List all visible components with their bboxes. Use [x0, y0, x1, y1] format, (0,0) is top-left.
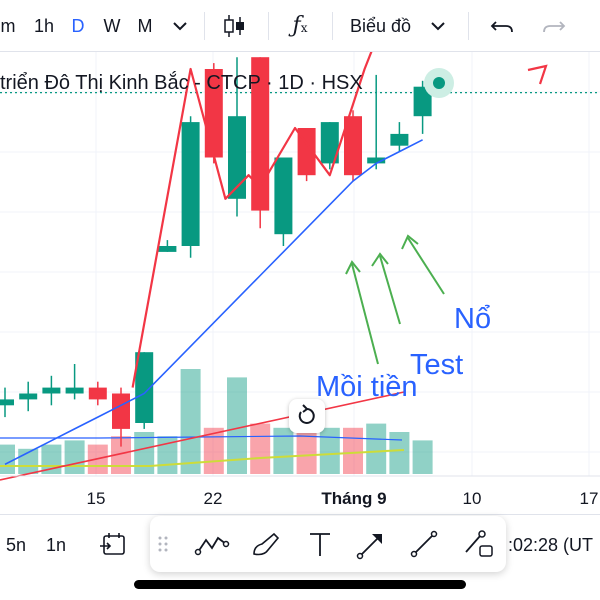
- candle-body: [112, 393, 130, 429]
- volume-bar: [250, 423, 271, 474]
- toolbar-divider: [204, 12, 205, 40]
- red-arrow-head: [527, 64, 548, 85]
- volume-bar: [64, 440, 85, 474]
- green-arrow-line: [379, 255, 401, 325]
- brush-tool-icon[interactable]: [248, 526, 284, 562]
- volume-bar: [134, 432, 155, 474]
- chevron-down-icon[interactable]: [426, 13, 450, 39]
- candle-body: [65, 387, 84, 394]
- candle-body: [42, 387, 61, 394]
- green-arrow-head: [345, 260, 361, 275]
- chevron-down-icon[interactable]: [168, 13, 192, 39]
- volume-bar: [343, 427, 363, 474]
- top-toolbar: m 1h D W M ƒx Biểu đồ: [0, 0, 600, 52]
- time-axis: 15 22 Tháng 9 10 17: [0, 475, 600, 508]
- volume-bar: [412, 440, 433, 474]
- volume-bar: [389, 432, 410, 474]
- go-to-date-icon[interactable]: [98, 529, 130, 561]
- candle-body: [274, 157, 293, 235]
- time-axis-tick: 15: [87, 489, 106, 508]
- clock-time: :02:28 (UT: [508, 535, 594, 555]
- symbol-legend: triển Đô Thị Kinh Bắc - CTCP · 1D · HSX: [0, 72, 363, 94]
- candle-body: [320, 122, 339, 164]
- interval-d[interactable]: D: [71, 16, 85, 36]
- volume-bar: [296, 427, 317, 474]
- candle-body: [181, 122, 200, 246]
- market-status-icon[interactable]: [424, 68, 454, 98]
- time-axis-tick: 17: [580, 489, 599, 508]
- annotation-moi-tien: Mồi tiền: [316, 371, 418, 403]
- toolbar-divider: [268, 12, 269, 40]
- trend-line-icon[interactable]: [406, 526, 442, 562]
- interval-1h[interactable]: 1h: [33, 16, 55, 36]
- volume-bar: [366, 423, 387, 474]
- interval-minute-partial[interactable]: m: [0, 16, 16, 36]
- volume-bar: [319, 427, 340, 474]
- drag-handle-icon[interactable]: [156, 526, 170, 562]
- price-chart[interactable]: 15 22 Tháng 9 10 17 Mồi tiền Test Nổ: [0, 52, 600, 512]
- rotate-icon: [298, 404, 315, 424]
- candle-body: [19, 393, 38, 400]
- volume-bar: [0, 444, 15, 474]
- green-arrow-line: [407, 237, 445, 295]
- range-1n[interactable]: 1n: [46, 535, 67, 555]
- toolbar-divider: [332, 12, 333, 40]
- volume-bar: [227, 377, 247, 474]
- candle-body: [0, 399, 14, 406]
- volume-bar: [180, 369, 201, 474]
- red-projection-path: [131, 52, 373, 388]
- candle-body: [297, 128, 316, 176]
- redo-icon[interactable]: [540, 13, 568, 39]
- candle-body: [413, 86, 432, 117]
- moving-average: [4, 139, 423, 466]
- annotation-test: Test: [410, 349, 463, 381]
- arrow-tool-icon[interactable]: [354, 526, 390, 562]
- interval-m[interactable]: M: [137, 16, 153, 36]
- green-arrow-head: [371, 252, 389, 267]
- volume-trend-line: [0, 449, 405, 467]
- range-5n[interactable]: 5n: [6, 535, 27, 555]
- annotations: Mồi tiền Test Nổ: [316, 303, 491, 403]
- pattern-tool-icon[interactable]: [194, 526, 230, 562]
- time-axis-tick: 10: [463, 489, 482, 508]
- green-arrow-line: [351, 263, 379, 365]
- candle-body: [367, 157, 386, 164]
- candle-body: [88, 387, 107, 400]
- green-arrow-head: [401, 234, 419, 250]
- drawing-toolbar: [150, 516, 506, 572]
- text-tool-icon[interactable]: [302, 526, 338, 562]
- reset-chart-button[interactable]: [289, 399, 325, 433]
- indicators-fx-icon[interactable]: ƒx: [292, 13, 308, 38]
- interval-w[interactable]: W: [103, 16, 121, 36]
- candles-icon[interactable]: [220, 13, 248, 39]
- candle-body: [251, 57, 270, 211]
- time-axis-tick: Tháng 9: [321, 489, 386, 508]
- volume-bar: [273, 427, 294, 474]
- ma-line: [4, 139, 423, 466]
- candles: [0, 57, 432, 447]
- candle-body: [228, 116, 246, 199]
- shape-tool-icon[interactable]: [458, 526, 494, 562]
- annotation-no: Nổ: [454, 303, 491, 335]
- undo-icon[interactable]: [488, 13, 516, 39]
- chart-type-label[interactable]: Biểu đồ: [350, 16, 412, 36]
- user-drawings: [0, 52, 548, 481]
- time-axis-tick: 22: [204, 489, 223, 508]
- candle-body: [344, 116, 362, 176]
- volume-bar: [111, 436, 131, 474]
- red-trend-line: [0, 391, 405, 481]
- candle-body: [390, 133, 409, 146]
- candle-body: [158, 246, 177, 252]
- home-indicator: [134, 580, 466, 589]
- candle-body: [135, 352, 154, 423]
- toolbar-divider: [468, 12, 469, 40]
